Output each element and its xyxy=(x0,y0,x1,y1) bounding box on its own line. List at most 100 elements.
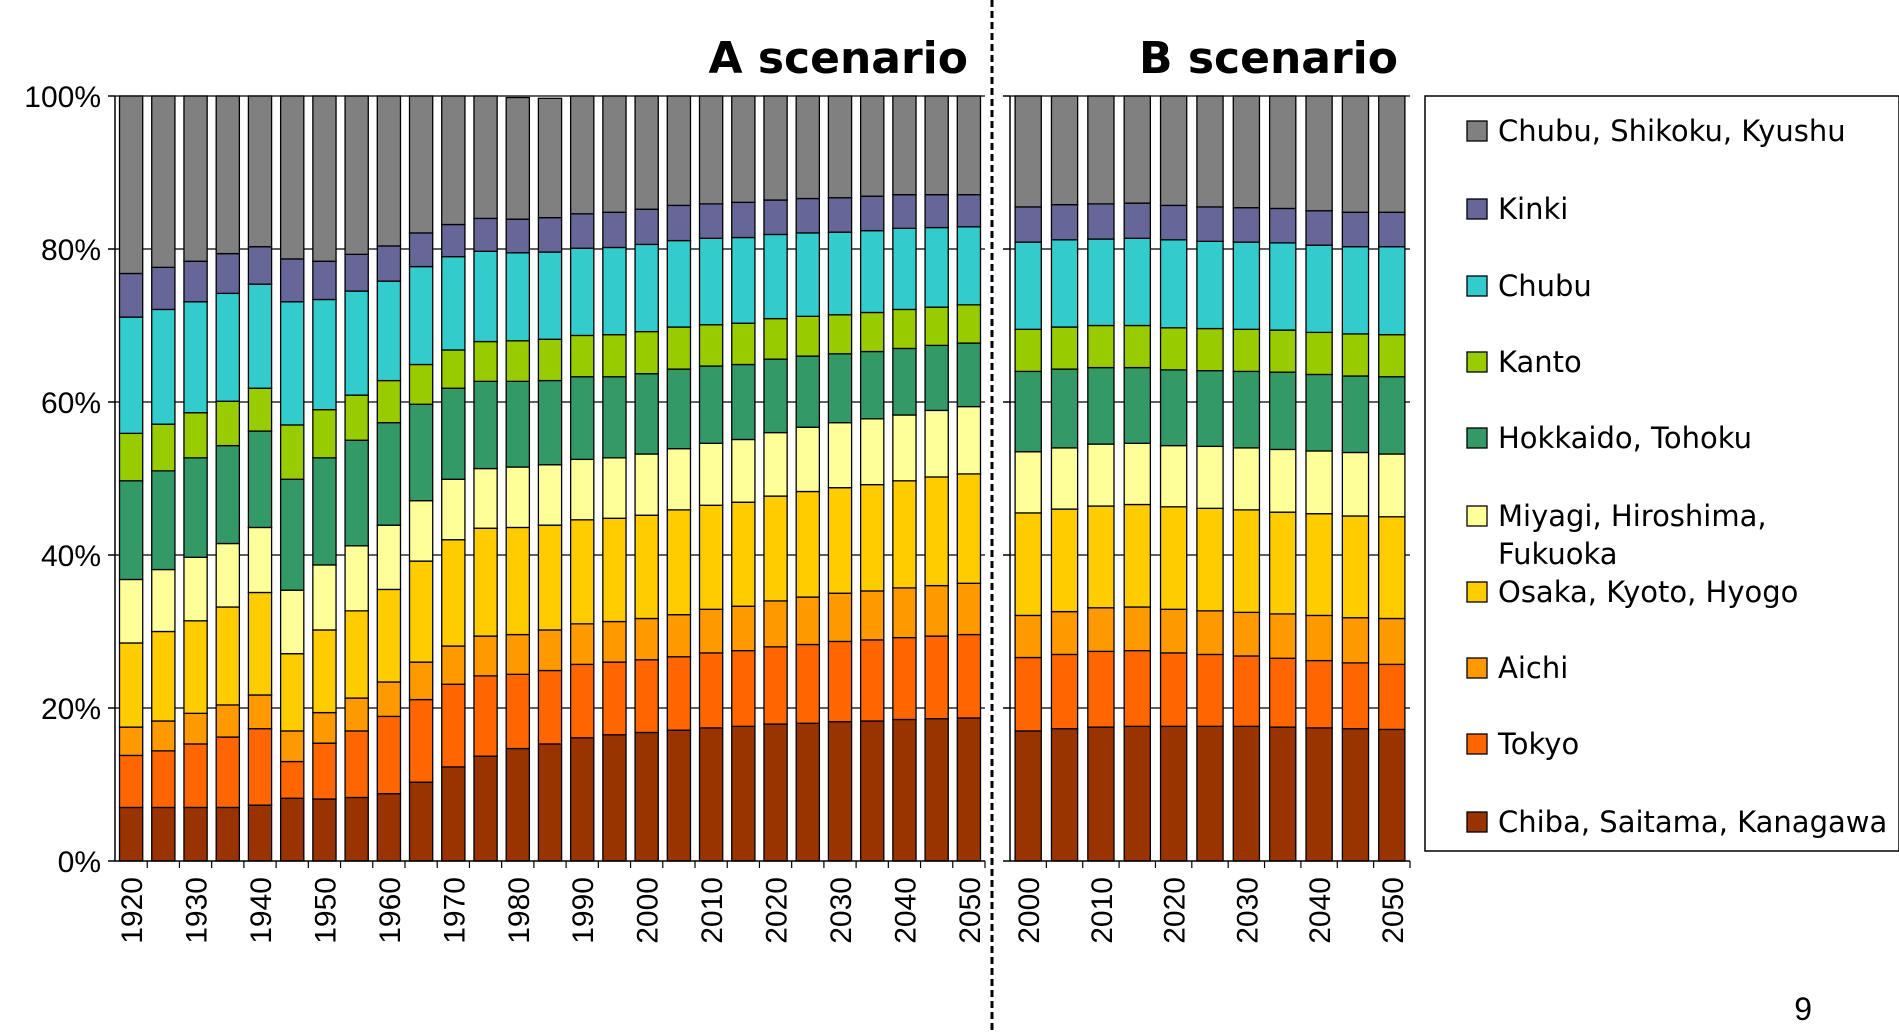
bar-segment: Chiba, Saitama, Kanagawa 2020 xyxy=(763,723,788,862)
bar-segment: Hokkaido, Tohoku 2040 xyxy=(892,347,917,416)
bar-segment: Tokyo 2020 xyxy=(1159,652,1188,728)
bar-segment: Aichi 1935 xyxy=(215,704,241,738)
bar-segment: Kinki 2030 xyxy=(1232,207,1261,243)
bar-segment: Miyagi, Hiroshima, Fukuoka 2045 xyxy=(1341,451,1370,517)
bar-segment: Kinki 2020 xyxy=(1159,204,1188,241)
bar-segment: Osaka, Kyoto, Hyogo 1990 xyxy=(569,519,595,625)
bar-segment: Hokkaido, Tohoku 1970 xyxy=(441,387,466,480)
bar-segment: Osaka, Kyoto, Hyogo 2020 xyxy=(1159,506,1188,610)
y-tick-label: 100% xyxy=(24,81,101,114)
bar-segment: Miyagi, Hiroshima, Fukuoka 1995 xyxy=(602,457,627,519)
bar-segment: Miyagi, Hiroshima, Fukuoka 1975 xyxy=(473,467,498,529)
bar-segment: Chubu, Shikoku, Kyushu 1985 xyxy=(537,97,563,219)
bar-segment: Hokkaido, Tohoku 2035 xyxy=(1268,371,1297,451)
bar-segment: Aichi 1985 xyxy=(537,629,563,672)
bar-segment: Kinki 2045 xyxy=(924,194,949,229)
bar-segment: Tokyo 2015 xyxy=(1123,649,1152,728)
bar-segment: Kinki 2015 xyxy=(1123,202,1152,239)
legend-label: Chubu xyxy=(1498,269,1592,303)
bar-segment: Hokkaido, Tohoku 1980 xyxy=(505,380,531,468)
bar-segment: Chubu 2035 xyxy=(859,229,885,314)
bar-segment: Hokkaido, Tohoku 2030 xyxy=(1232,370,1261,449)
bar-segment: Chiba, Saitama, Kanagawa 2005 xyxy=(1050,728,1079,862)
bar-segment: Chubu 1945 xyxy=(279,301,305,426)
bar-segment: Kinki 1945 xyxy=(279,258,305,303)
bar-segment: Miyagi, Hiroshima, Fukuoka 2035 xyxy=(1268,448,1297,513)
bar-segment: Miyagi, Hiroshima, Fukuoka 1955 xyxy=(344,545,369,612)
bar-segment: Kinki 1960 xyxy=(376,245,402,282)
bar-segment: Kanto 2025 xyxy=(1196,327,1224,372)
bar-segment: Aichi 2005 xyxy=(1050,610,1079,656)
legend-swatch xyxy=(1466,120,1488,142)
bar-segment: Kanto 1965 xyxy=(408,363,434,405)
bar-segment: Kanto 1945 xyxy=(279,424,305,480)
legend-label: Hokkaido, Tohoku xyxy=(1498,421,1752,455)
bar-segment: Miyagi, Hiroshima, Fukuoka 2010 xyxy=(698,442,724,506)
bar-segment: Chiba, Saitama, Kanagawa 1925 xyxy=(151,806,176,862)
legend-item: Aichi xyxy=(1466,651,1568,685)
bar-segment: Kanto 2000 xyxy=(1014,328,1042,373)
bar-segment: Chiba, Saitama, Kanagawa 1955 xyxy=(344,796,369,862)
bar-segment: Chiba, Saitama, Kanagawa 2025 xyxy=(795,722,821,862)
legend-label: Kinki xyxy=(1498,192,1568,226)
bar-segment: Miyagi, Hiroshima, Fukuoka 2005 xyxy=(666,448,692,511)
bar-segment: Kinki 2045 xyxy=(1341,211,1370,248)
panel-a-scenario: A scenario Chiba, Saitama, Kanagawa 1920… xyxy=(24,33,987,944)
bar-segment: Tokyo 2000 xyxy=(634,659,659,734)
x-tick-label: 2030 xyxy=(825,877,858,944)
bar-segment: Chiba, Saitama, Kanagawa 2030 xyxy=(827,721,853,862)
bar-segment: Aichi 2030 xyxy=(827,592,853,643)
bar-segment: Chubu 2045 xyxy=(924,226,949,308)
bar-segment: Kanto 2035 xyxy=(1268,329,1297,373)
bar-segment: Miyagi, Hiroshima, Fukuoka 1935 xyxy=(215,542,241,608)
bar-segment: Hokkaido, Tohoku 1940 xyxy=(247,430,273,529)
bar-segment: Tokyo 2025 xyxy=(1196,653,1224,728)
panel-b-bars: Chiba, Saitama, Kanagawa 2000Tokyo 2000A… xyxy=(1014,95,1406,862)
legend-item: Miyagi, Hiroshima, Fukuoka xyxy=(1466,499,1767,571)
bar-segment: Aichi 2025 xyxy=(795,596,821,646)
bar-segment: Aichi 2010 xyxy=(698,608,724,654)
bar-segment: Chiba, Saitama, Kanagawa 2025 xyxy=(1196,725,1224,862)
bar-segment: Kanto 2035 xyxy=(859,311,885,353)
bar-segment: Hokkaido, Tohoku 2020 xyxy=(763,358,788,434)
bar-segment: Miyagi, Hiroshima, Fukuoka 2000 xyxy=(634,453,659,516)
bar-segment: Aichi 2000 xyxy=(1014,614,1042,659)
bar-segment: Aichi 2040 xyxy=(892,587,917,639)
bar-segment: Miyagi, Hiroshima, Fukuoka 2050 xyxy=(1378,453,1406,518)
x-tick-label: 1940 xyxy=(245,877,278,944)
bar-segment: Kinki 2015 xyxy=(731,201,756,239)
bar-segment: Hokkaido, Tohoku 1930 xyxy=(183,457,208,558)
bar-segment: Tokyo 2010 xyxy=(1087,650,1115,728)
bar-segment: Kanto 2005 xyxy=(1050,326,1079,370)
bar-segment: Kinki 1970 xyxy=(441,223,466,258)
bar-segment: Kanto 1980 xyxy=(505,340,531,382)
bar-segment: Chiba, Saitama, Kanagawa 1945 xyxy=(279,797,305,862)
bar-segment: Aichi 1990 xyxy=(569,623,595,666)
bar-segment: Miyagi, Hiroshima, Fukuoka 2040 xyxy=(1305,450,1333,515)
bar-segment: Aichi 1995 xyxy=(602,620,627,663)
bar-segment: Chiba, Saitama, Kanagawa 2005 xyxy=(666,729,692,862)
bar-segment: Kinki 1930 xyxy=(183,260,208,303)
x-tick-label: 1970 xyxy=(438,877,471,944)
bar-segment: Osaka, Kyoto, Hyogo 2050 xyxy=(1378,516,1406,620)
legend-swatch xyxy=(1466,733,1488,755)
y-tick-label: 40% xyxy=(41,540,101,573)
x-tick-label: 2010 xyxy=(1086,877,1119,944)
bar-segment: Tokyo 1935 xyxy=(215,736,241,809)
bar-segment: Kanto 2015 xyxy=(731,322,756,366)
legend-label: Miyagi, Hiroshima, xyxy=(1498,499,1767,533)
bar-segment: Chubu, Shikoku, Kyushu 1975 xyxy=(473,95,498,220)
x-tick-label: 2050 xyxy=(954,877,987,944)
bar-segment: Chubu, Shikoku, Kyushu 2050 xyxy=(1378,95,1406,213)
bar-segment: Chubu, Shikoku, Kyushu 2005 xyxy=(666,95,692,207)
bar-segment: Miyagi, Hiroshima, Fukuoka 2045 xyxy=(924,409,949,478)
bar-segment: Osaka, Kyoto, Hyogo 1945 xyxy=(279,653,305,732)
bar-segment: Chiba, Saitama, Kanagawa 2045 xyxy=(1341,728,1370,862)
bar-segment: Aichi 1975 xyxy=(473,635,498,677)
bar-segment: Tokyo 1970 xyxy=(441,683,466,768)
bar-segment: Miyagi, Hiroshima, Fukuoka 1960 xyxy=(376,524,402,591)
bar-segment: Chubu 1995 xyxy=(602,246,627,336)
bar-segment: Kanto 2050 xyxy=(956,304,982,344)
bar-segment: Kanto 1995 xyxy=(602,334,627,378)
